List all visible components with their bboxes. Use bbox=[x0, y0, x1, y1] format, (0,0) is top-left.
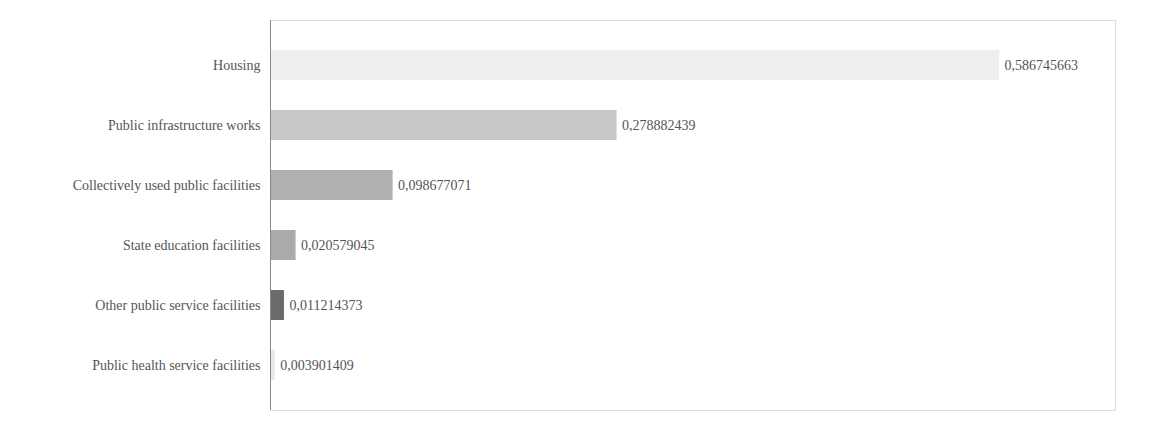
svg-text:0,003901409: 0,003901409 bbox=[280, 358, 354, 373]
svg-text:Public infrastructure works: Public infrastructure works bbox=[108, 118, 260, 133]
svg-text:Public health service faciliti: Public health service facilities bbox=[92, 358, 260, 373]
svg-text:0,011214373: 0,011214373 bbox=[289, 298, 362, 313]
svg-text:0,098677071: 0,098677071 bbox=[398, 178, 472, 193]
svg-text:0,586745663: 0,586745663 bbox=[1005, 58, 1079, 73]
svg-text:Collectively used public facil: Collectively used public facilities bbox=[73, 178, 261, 193]
svg-text:Housing: Housing bbox=[213, 58, 260, 73]
svg-text:Other public service facilitie: Other public service facilities bbox=[95, 298, 260, 313]
svg-text:0,020579045: 0,020579045 bbox=[301, 238, 375, 253]
svg-text:State education facilities: State education facilities bbox=[123, 238, 261, 253]
svg-text:0,278882439: 0,278882439 bbox=[622, 118, 696, 133]
